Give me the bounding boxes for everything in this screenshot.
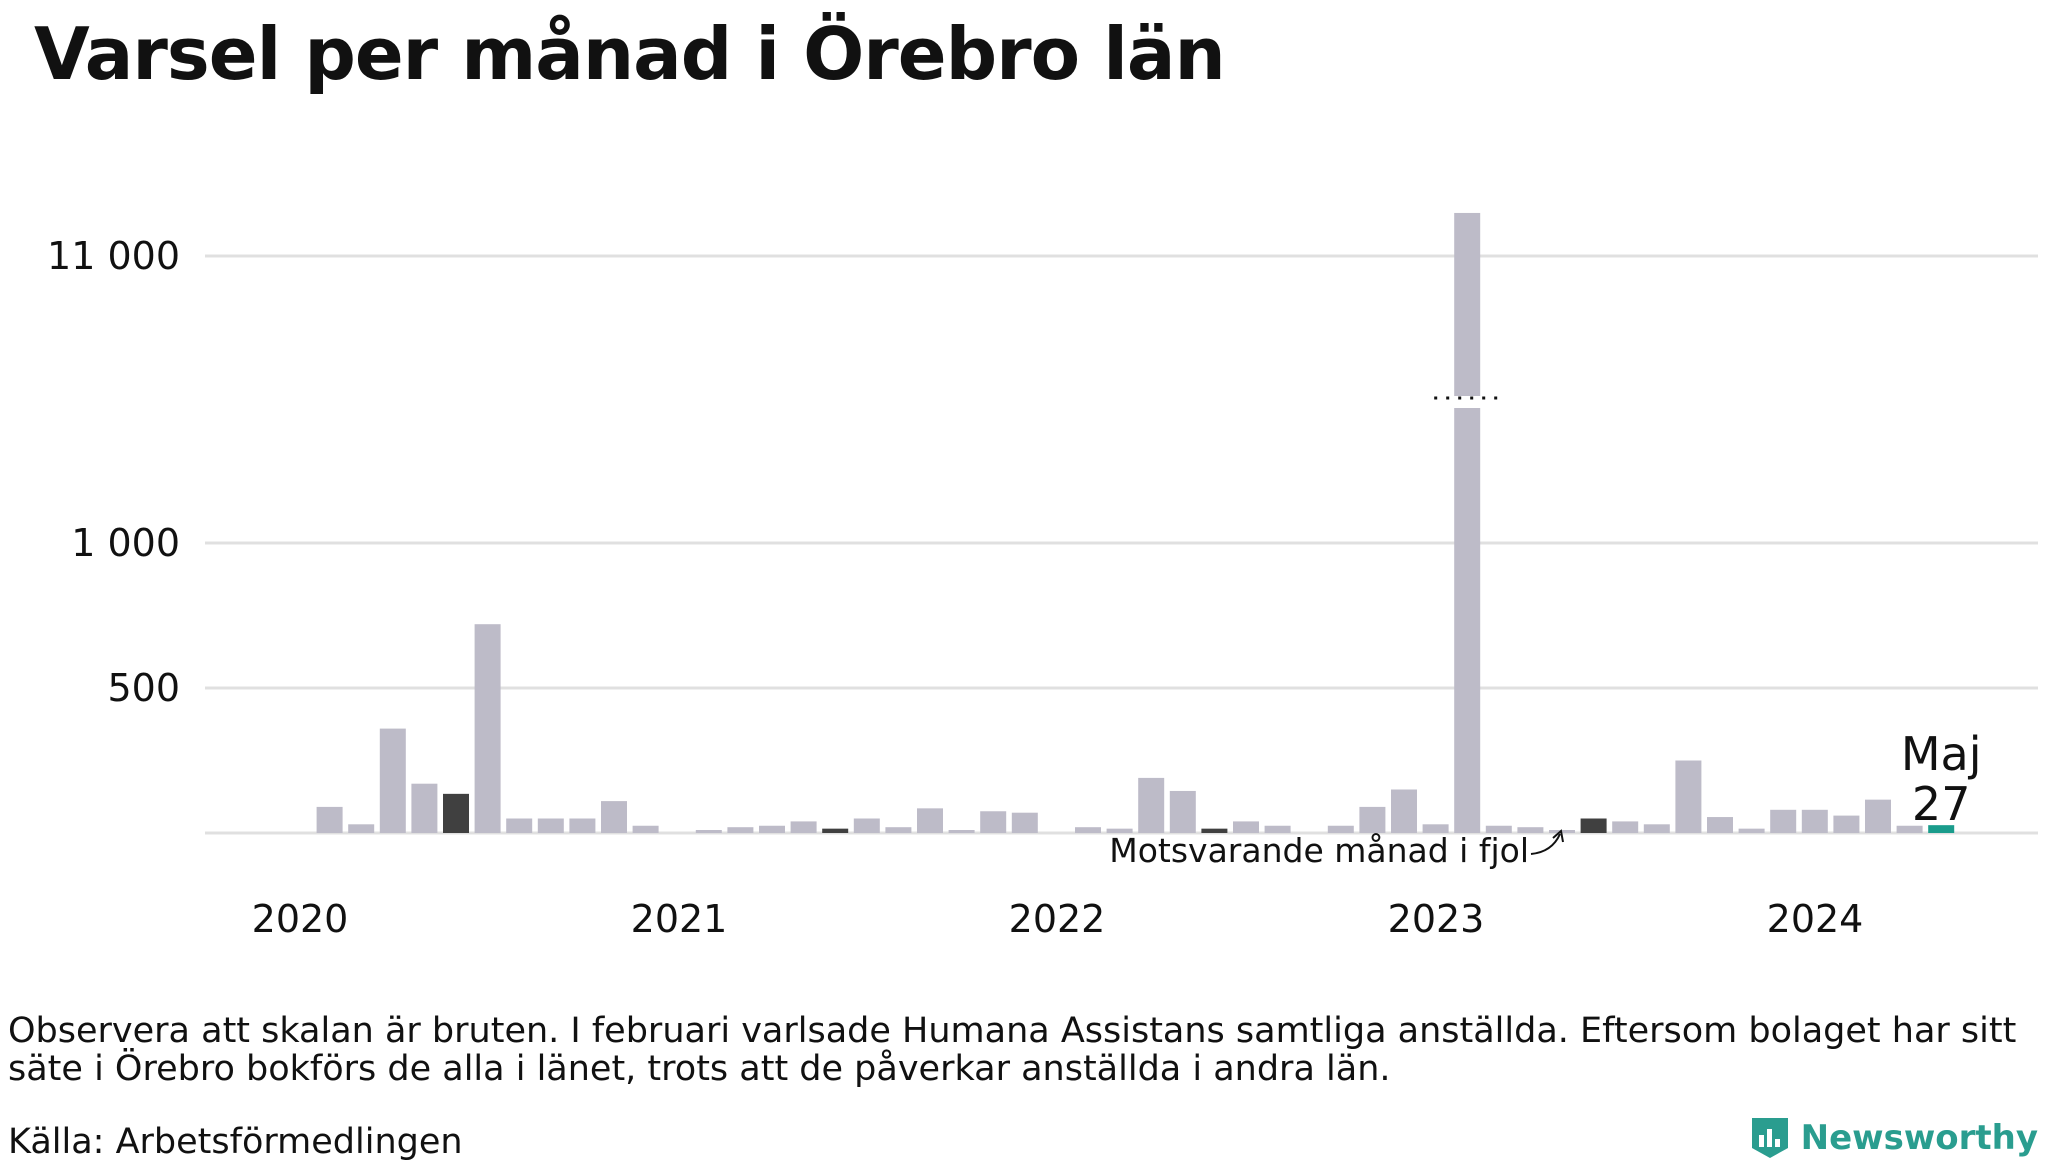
highlight-value-label: 27 xyxy=(1912,777,1971,831)
bar-2020-08 xyxy=(506,818,533,833)
bar-2022-04 xyxy=(1138,777,1165,833)
bar-2022-06 xyxy=(1201,828,1228,833)
bar-2024-02 xyxy=(1833,815,1860,833)
bar-2021-03 xyxy=(727,827,754,833)
x-tick-label: 2021 xyxy=(631,897,728,941)
bar-2023-07 xyxy=(1612,821,1639,833)
bar-2022-08 xyxy=(1264,825,1291,833)
bar-2022-10 xyxy=(1327,825,1354,833)
newsworthy-logo: Newsworthy xyxy=(1749,1115,2038,1161)
bar-2023-01 xyxy=(1422,824,1449,833)
brand-name: Newsworthy xyxy=(1800,1118,2038,1158)
bar-2020-02 xyxy=(316,806,343,833)
bars xyxy=(316,212,1955,833)
y-tick-label: 500 xyxy=(107,666,180,710)
bar-2021-07 xyxy=(853,818,880,833)
bar-2020-05 xyxy=(411,783,438,833)
bar-chart: 500 1 000 11 000 2020 2021 2022 2023 2024 Mots… xyxy=(47,212,2038,941)
bar-2021-12 xyxy=(1011,812,1038,833)
x-tick-label: 2022 xyxy=(1009,897,1106,941)
bar-2020-06 xyxy=(443,793,469,833)
y-tick-label: 1 000 xyxy=(71,521,180,565)
newsworthy-logo-icon xyxy=(1751,1118,1788,1158)
chart-note: Observera att skalan är bruten. I februa… xyxy=(8,1011,2017,1089)
bar-2021-05 xyxy=(790,821,817,833)
bar-2023-11 xyxy=(1738,828,1765,833)
bar-2021-06 xyxy=(822,828,849,833)
bar-2023-04 xyxy=(1517,827,1544,833)
x-tick-label: 2020 xyxy=(252,897,349,941)
bar-2020-10 xyxy=(569,818,596,833)
y-tick-label: 11 000 xyxy=(47,234,180,278)
bar-2020-03 xyxy=(348,824,375,833)
bar-2023-08 xyxy=(1643,824,1670,833)
bar-2021-10 xyxy=(948,830,975,833)
annotation-arrowhead xyxy=(1552,829,1564,843)
bar-2021-02 xyxy=(695,830,722,833)
bar-2024-01 xyxy=(1801,809,1828,833)
y-axis-ticks: 500 1 000 11 000 xyxy=(47,234,180,710)
bar-2023-10 xyxy=(1707,817,1733,833)
bar-2020-09 xyxy=(537,818,564,833)
x-axis-ticks: 2020 2021 2022 2023 2024 xyxy=(252,897,1864,941)
same-month-annotation: Motsvarande månad i fjol xyxy=(1109,831,1529,870)
bar-2022-07 xyxy=(1233,821,1259,833)
bar-2023-06 xyxy=(1580,818,1607,833)
bar-2024-03 xyxy=(1865,799,1891,833)
bar-2022-02 xyxy=(1075,827,1101,833)
bar-2021-09 xyxy=(917,808,943,833)
bar-2022-05 xyxy=(1169,790,1196,833)
bar-2020-11 xyxy=(601,801,627,833)
bar-2022-11 xyxy=(1359,806,1386,833)
bar-2021-04 xyxy=(759,825,785,833)
bar-2021-08 xyxy=(885,827,912,833)
bar-2021-11 xyxy=(980,811,1007,833)
bar-2020-04 xyxy=(379,728,406,833)
source-text: Källa: Arbetsförmedlingen xyxy=(8,1122,463,1162)
axis-break-gap xyxy=(1450,396,1485,408)
bar-2022-03 xyxy=(1106,828,1133,833)
bar-2023-02 xyxy=(1454,212,1481,833)
bar-2023-12 xyxy=(1770,809,1797,833)
x-tick-label: 2023 xyxy=(1388,897,1485,941)
highlight-month-label: Maj xyxy=(1901,727,1982,781)
bar-2020-12 xyxy=(632,825,659,833)
x-tick-label: 2024 xyxy=(1767,897,1864,941)
bar-2024-04 xyxy=(1896,825,1923,833)
bar-2023-09 xyxy=(1675,760,1702,833)
bar-2023-03 xyxy=(1485,825,1512,833)
bar-2020-07 xyxy=(474,624,501,833)
bar-2024-05 xyxy=(1928,825,1955,833)
chart-title: Varsel per månad i Örebro län xyxy=(34,12,1226,96)
bar-2022-12 xyxy=(1391,789,1417,833)
annotation-arrow xyxy=(1530,833,1561,855)
